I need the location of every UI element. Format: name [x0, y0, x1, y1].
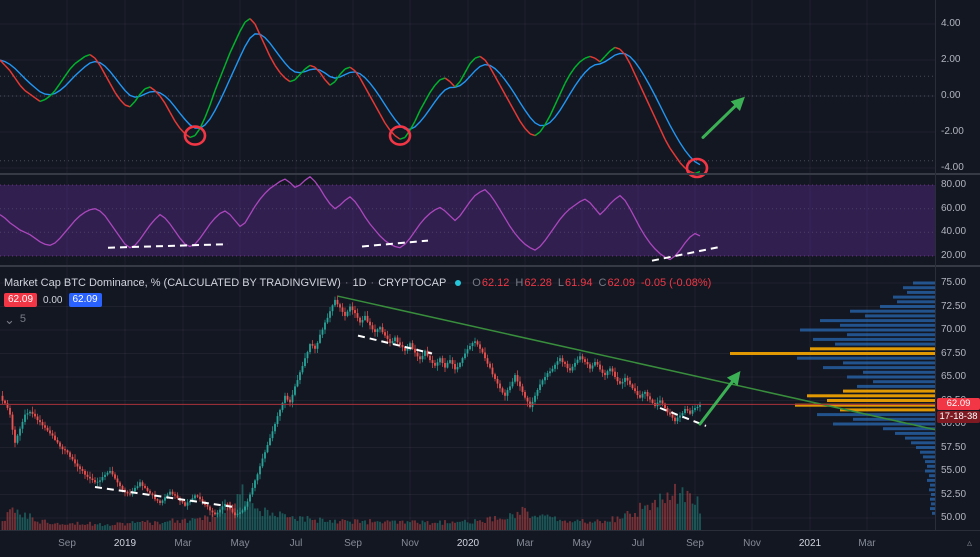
purple-oscillator-plot[interactable] [0, 175, 935, 265]
axis-corner-icon[interactable]: ▵ [966, 538, 972, 549]
open-label: O [472, 277, 481, 289]
ohlc-values: O62.12 H62.28 L61.94 C62.09 -0.05 (-0.08%) [466, 277, 711, 289]
price-axis-label: 55.00 [941, 465, 967, 476]
price-plot[interactable] [0, 267, 936, 530]
series-change-value: 0.00 [43, 294, 63, 306]
series-last-value-red-badge: 62.09 [4, 293, 38, 307]
pane-divider[interactable] [0, 265, 980, 267]
price-axis-label: 0.00 [941, 90, 961, 101]
price-axis-label: 65.00 [941, 371, 967, 382]
time-axis-label: Mar [174, 538, 192, 549]
time-axis-label: Sep [344, 538, 362, 549]
market-status-dot [455, 279, 462, 286]
separator-dot: · [344, 277, 349, 289]
interval-label[interactable]: 1D [352, 277, 367, 289]
low-label: L [557, 277, 564, 289]
time-axis-label: Nov [743, 538, 761, 549]
price-axis-label: 50.00 [941, 512, 967, 523]
close-label: C [598, 277, 607, 289]
price-axis-label: 20.00 [941, 249, 967, 261]
high-value: 62.28 [524, 277, 552, 289]
chart-legend: Market Cap BTC Dominance, % (CALCULATED … [4, 277, 711, 327]
price-axis-label: 57.50 [941, 441, 967, 453]
momentum-oscillator-plot[interactable] [0, 0, 935, 179]
price-axis-label: 70.00 [941, 324, 967, 335]
price-axis-label: 75.00 [941, 277, 967, 288]
time-axis-label: 2021 [798, 538, 822, 549]
time-axis-label: Nov [401, 538, 419, 549]
price-axis-label: 72.50 [941, 300, 967, 312]
purple-oscillator-pane[interactable] [0, 175, 935, 265]
pane-divider[interactable] [0, 173, 980, 175]
series-value-row: 62.09 0.00 62.09 [4, 293, 711, 307]
time-axis-label: May [230, 538, 250, 549]
open-value: 62.12 [481, 277, 510, 289]
price-axis-label: 80.00 [941, 179, 967, 190]
price-axis-label: -4.00 [941, 162, 964, 173]
time-axis[interactable]: ▵ Sep 2019 Mar May Jul Sep Nov 2020 Mar May Jul Sep… [0, 530, 980, 557]
symbol-description[interactable]: Market Cap BTC Dominance, % (CALCULATED … [4, 277, 341, 289]
exchange-label[interactable]: CRYPTOCAP [378, 277, 447, 289]
chevron-down-icon[interactable]: ⌄ [4, 311, 15, 327]
change-value: -0.05 (-0.08%) [641, 277, 712, 289]
time-axis-label: Mar [858, 538, 876, 549]
legend-collapse-row[interactable]: ⌄ 5 [4, 311, 711, 327]
legend-title-row[interactable]: Market Cap BTC Dominance, % (CALCULATED … [4, 277, 711, 289]
time-axis-label: 2019 [113, 538, 137, 549]
last-price-axis-label: 62.09 [937, 398, 980, 411]
price-axis-label: 2.00 [941, 54, 961, 65]
price-axis-label: 4.00 [941, 18, 961, 29]
momentum-oscillator-pane[interactable] [0, 0, 935, 179]
time-axis-label: 2020 [456, 538, 480, 549]
price-axis-label: 60.00 [941, 202, 967, 214]
price-axis-label: 40.00 [941, 226, 967, 238]
price-axis[interactable]: 62.09 17-18-38 4.00 2.00 0.00 -2.00 -4.00 80.… [935, 0, 980, 530]
time-axis-label: Jul [631, 538, 645, 549]
series-last-value-blue-badge: 62.09 [68, 293, 102, 307]
price-axis-label: 60.00 [941, 418, 967, 429]
time-axis-label: Jul [289, 538, 303, 549]
price-axis-label: -2.00 [941, 126, 964, 137]
time-axis-label: May [572, 538, 592, 549]
time-axis-label: Sep [58, 538, 76, 549]
price-axis-label: 52.50 [941, 488, 967, 500]
low-value: 61.94 [564, 277, 593, 289]
high-label: H [515, 277, 524, 289]
time-axis-label: Sep [686, 538, 704, 549]
hidden-indicator-count: 5 [19, 313, 27, 325]
separator-dot: · [370, 277, 375, 289]
time-axis-label: Mar [516, 538, 534, 549]
close-value: 62.09 [607, 277, 635, 289]
bar-close-countdown: 17-18-38 [937, 411, 980, 424]
price-pane[interactable]: Market Cap BTC Dominance, % (CALCULATED … [0, 267, 936, 530]
price-axis-label: 67.50 [941, 347, 967, 359]
